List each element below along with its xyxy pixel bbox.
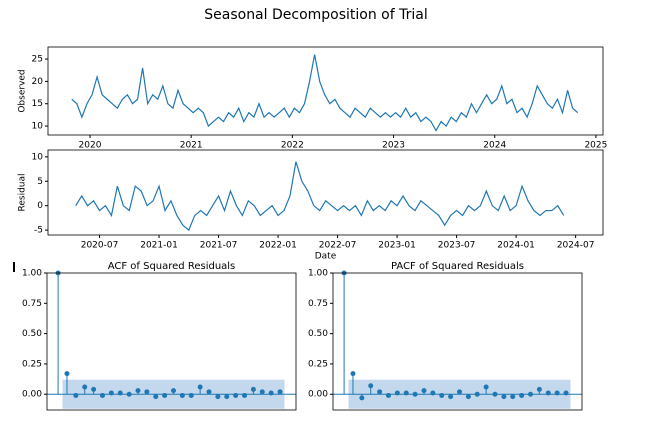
stem-marker <box>483 384 489 390</box>
x-tick-label: 2023-07 <box>438 241 476 251</box>
axes-frame <box>47 149 604 236</box>
marker-artifact <box>13 262 15 272</box>
stem-marker <box>545 390 551 396</box>
axes-frame <box>46 272 297 411</box>
figure-title: Seasonal Decomposition of Trial <box>204 7 427 23</box>
x-tick-label: 2020-07 <box>81 241 119 251</box>
stem-marker <box>259 389 265 395</box>
y-tick-label: 5 <box>37 177 43 187</box>
stem-marker <box>456 389 462 395</box>
stem-marker <box>82 384 88 390</box>
stem-marker <box>179 392 185 398</box>
x-tick-label: 2025 <box>584 141 607 151</box>
x-tick-label: 2022-01 <box>259 241 297 251</box>
y-tick-label: 0.00 <box>22 390 42 400</box>
stem-marker <box>510 394 516 400</box>
stem-marker <box>385 392 391 398</box>
stem-marker <box>421 388 427 394</box>
stem-marker <box>64 371 70 377</box>
stem-marker <box>126 391 132 397</box>
x-axis-label: Date <box>315 252 337 262</box>
x-tick-label: 2020 <box>79 141 102 151</box>
y-tick-label: 15 <box>32 99 43 109</box>
stem-marker <box>474 391 480 397</box>
stem-marker <box>188 392 194 398</box>
stem-marker <box>153 394 159 400</box>
y-tick-label: 0.50 <box>308 329 328 339</box>
stem-marker <box>448 394 454 400</box>
y-tick-label: 1.00 <box>308 269 328 279</box>
stem-marker <box>91 386 97 392</box>
stem-marker <box>197 384 203 390</box>
stem-marker <box>277 389 283 395</box>
stem-marker <box>492 391 498 397</box>
axes-frame <box>332 272 583 411</box>
stem-marker <box>268 390 274 396</box>
stem-marker <box>501 394 507 400</box>
y-tick-label: 10 <box>32 152 44 162</box>
stem-marker <box>117 390 123 396</box>
x-tick-label: 2023-01 <box>378 241 416 251</box>
stem-marker <box>108 390 114 396</box>
subplot-title: PACF of Squared Residuals <box>391 261 524 272</box>
x-tick-label: 2022-07 <box>319 241 357 251</box>
stem-marker <box>250 386 256 392</box>
y-tick-label: 0.00 <box>308 390 328 400</box>
stem-marker <box>359 395 365 401</box>
stem-marker <box>528 391 534 397</box>
stem-marker <box>554 390 560 396</box>
stem-marker <box>99 392 105 398</box>
y-tick-label: 0.25 <box>22 359 42 369</box>
y-tick-label: 0.25 <box>308 359 328 369</box>
stem-marker <box>206 389 212 395</box>
y-axis-label: Observed <box>18 69 28 112</box>
series-line <box>75 161 565 232</box>
x-tick-label: 2024-01 <box>497 241 535 251</box>
x-tick-label: 2024-07 <box>557 241 595 251</box>
subplot-title: ACF of Squared Residuals <box>108 261 236 272</box>
stem-marker <box>465 394 471 400</box>
x-tick-label: 2023 <box>382 141 405 151</box>
stem-marker <box>224 394 230 400</box>
stem-marker <box>430 390 436 396</box>
y-tick-label: 25 <box>32 55 43 65</box>
stem-marker <box>73 392 79 398</box>
x-tick-label: 2022 <box>281 141 304 151</box>
y-tick-label: 0.75 <box>308 299 328 309</box>
x-tick-label: 2021 <box>180 141 203 151</box>
y-tick-label: 0.50 <box>22 329 42 339</box>
stem-marker <box>439 392 445 398</box>
y-tick-label: 0 <box>37 201 43 211</box>
stem-marker <box>394 390 400 396</box>
y-tick-label: 20 <box>32 77 44 87</box>
stem-marker <box>519 392 525 398</box>
y-tick-label: 10 <box>32 122 44 132</box>
y-tick-label: 1.00 <box>22 269 42 279</box>
y-tick-label: 0.75 <box>22 299 42 309</box>
stem-marker <box>403 390 409 396</box>
stem-marker <box>233 392 239 398</box>
stem-marker <box>536 386 542 392</box>
x-tick-label: 2024 <box>483 141 506 151</box>
stem-marker <box>144 389 150 395</box>
stem-marker <box>135 388 141 394</box>
stem-marker <box>170 388 176 394</box>
stem-marker <box>377 389 383 395</box>
x-tick-label: 2021-07 <box>200 241 238 251</box>
stem-marker <box>215 394 221 400</box>
stem-marker <box>242 392 248 398</box>
stem-marker <box>563 390 569 396</box>
series-line <box>71 54 579 132</box>
axes-frame <box>47 46 604 136</box>
stem-marker <box>350 371 356 377</box>
y-tick-label: -5 <box>34 226 43 236</box>
x-tick-label: 2021-01 <box>140 241 178 251</box>
y-axis-label: Residual <box>18 173 28 211</box>
stem-marker <box>412 391 418 397</box>
stem-marker <box>368 383 374 389</box>
stem-marker <box>162 392 168 398</box>
